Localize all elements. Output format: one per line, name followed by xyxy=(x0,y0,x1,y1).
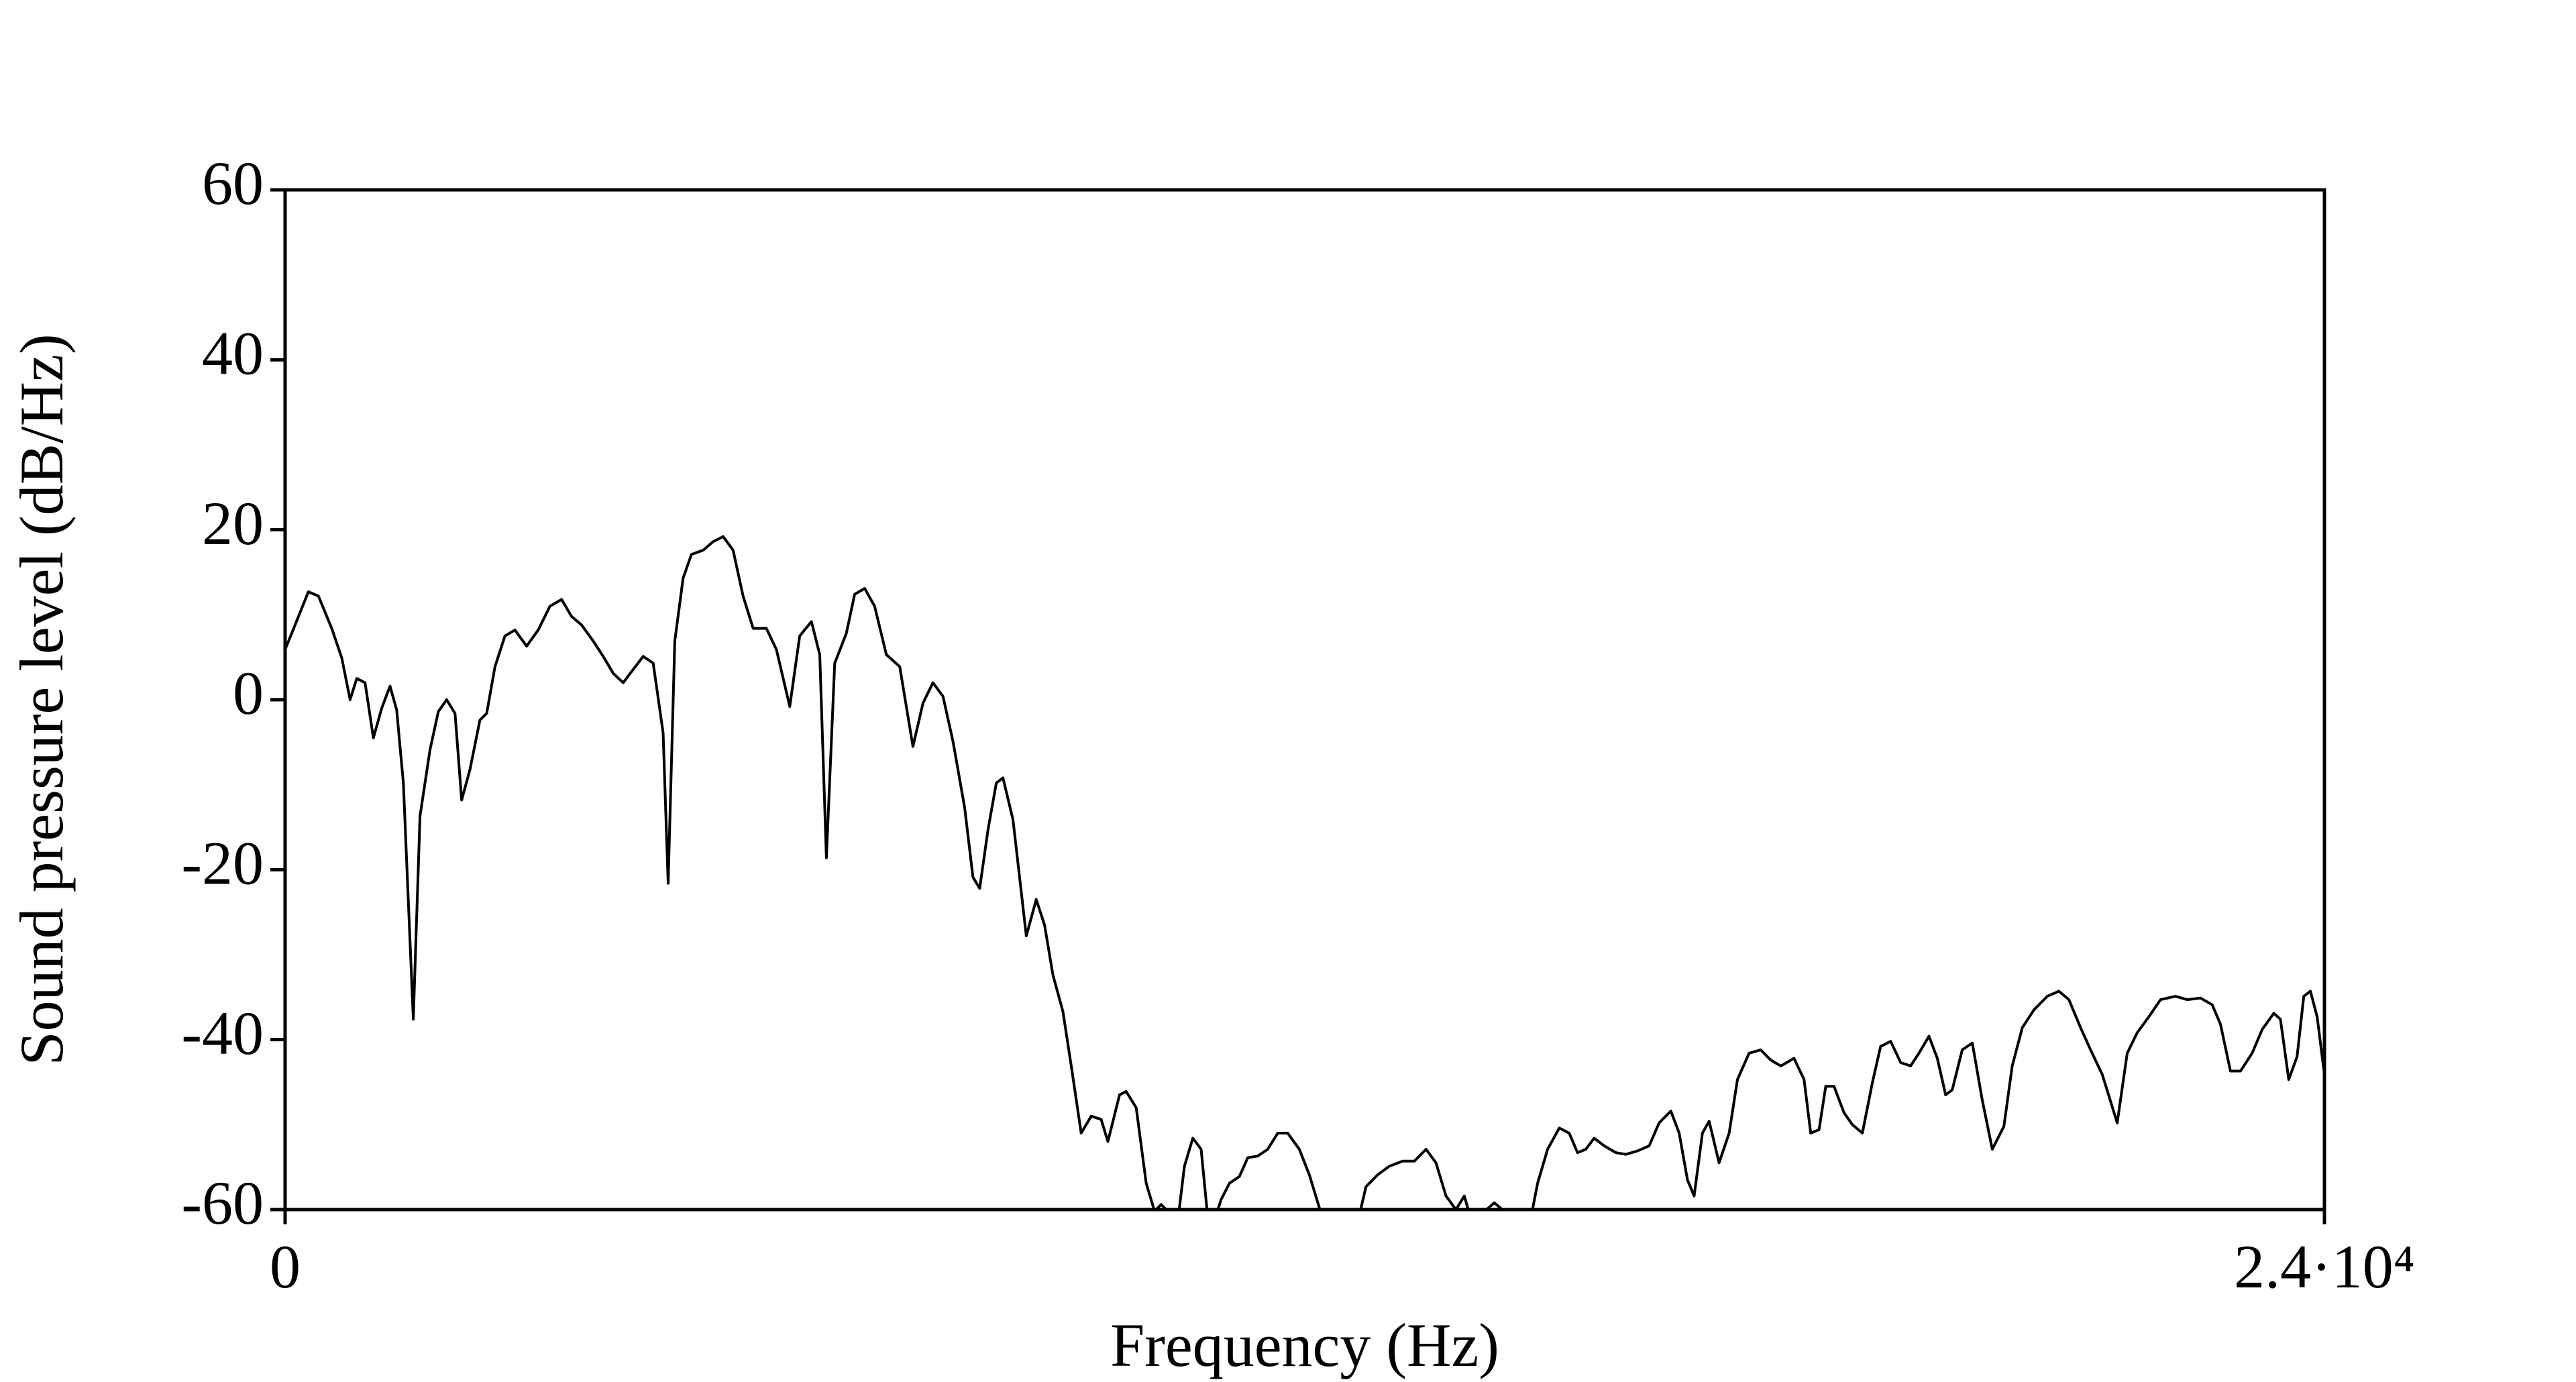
y-tick-label: 60 xyxy=(202,149,264,217)
y-tick-label: -40 xyxy=(181,999,264,1067)
y-tick-label: 20 xyxy=(202,489,264,557)
x-axis-label: Frequency (Hz) xyxy=(1110,1311,1499,1379)
y-tick-label: -60 xyxy=(181,1169,264,1237)
y-tick-label: -20 xyxy=(181,829,264,897)
spectrum-line xyxy=(285,535,2324,1210)
y-axis-label: Sound pressure level (dB/Hz) xyxy=(7,334,76,1066)
plot-frame xyxy=(283,188,2326,1212)
y-tick-label: 0 xyxy=(233,659,264,727)
y-tick-label: 40 xyxy=(202,319,264,387)
x-tick-label: 0 xyxy=(270,1232,301,1301)
x-tick-label: 2.4·10⁴ xyxy=(2234,1232,2415,1301)
